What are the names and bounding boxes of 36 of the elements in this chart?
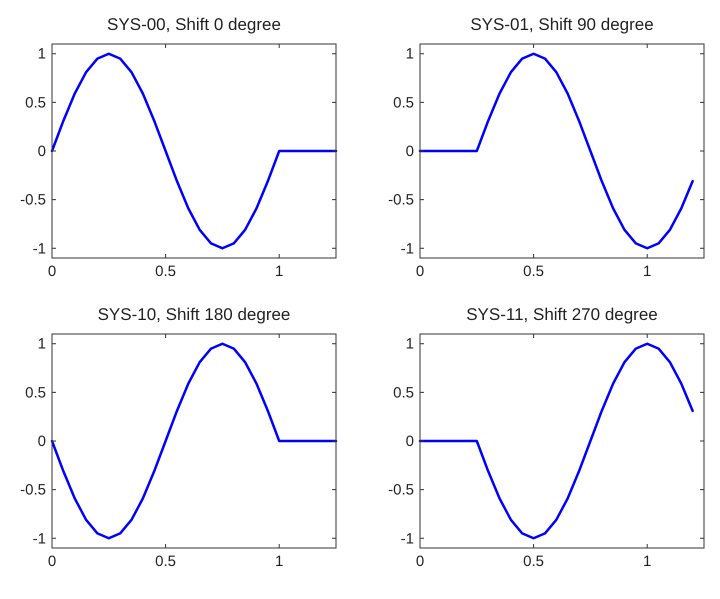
y-tick-label: -0.5 — [388, 192, 414, 209]
chart-title: SYS-10, Shift 180 degree — [98, 305, 290, 324]
y-tick-label: 0 — [38, 143, 46, 160]
y-tick-label: 1 — [38, 336, 46, 353]
y-tick-label: -0.5 — [20, 192, 46, 209]
y-tick-label: 1 — [406, 336, 414, 353]
y-tick-label: -1 — [400, 240, 414, 258]
line-series — [418, 342, 694, 540]
y-tick-label: 0.5 — [393, 384, 414, 402]
line-series — [50, 52, 338, 250]
y-tick-label: -1 — [400, 530, 414, 548]
y-tick-label: -0.5 — [20, 482, 46, 499]
y-tick-label: -0.5 — [388, 482, 414, 499]
chart-title: SYS-01, Shift 90 degree — [470, 15, 654, 34]
y-tick-label: 0.5 — [25, 94, 46, 112]
line-series — [50, 342, 338, 540]
x-tick-label: 1 — [275, 553, 284, 570]
y-tick-label: 0 — [38, 433, 46, 450]
y-tick-label: 0.5 — [393, 94, 414, 112]
x-tick-label: 1 — [643, 263, 652, 280]
x-tick-label: 1 — [275, 263, 284, 280]
x-tick-label: 0.5 — [155, 263, 176, 280]
x-tick-label: 0.5 — [155, 553, 176, 570]
x-tick-label: 0.5 — [523, 553, 544, 570]
line-series — [418, 52, 694, 250]
y-tick-label: 0 — [406, 143, 414, 160]
y-tick-label: 0.5 — [25, 384, 46, 402]
chart-title: SYS-00, Shift 0 degree — [107, 15, 281, 34]
y-tick-label: -1 — [32, 530, 46, 548]
y-tick-label: 0 — [406, 433, 414, 450]
y-tick-label: 1 — [38, 46, 46, 63]
x-tick-label: 0.5 — [523, 263, 544, 280]
x-tick-label: 1 — [643, 553, 652, 570]
chart-title: SYS-11, Shift 270 degree — [466, 305, 658, 324]
y-tick-label: 1 — [406, 46, 414, 63]
y-tick-label: -1 — [32, 240, 46, 258]
